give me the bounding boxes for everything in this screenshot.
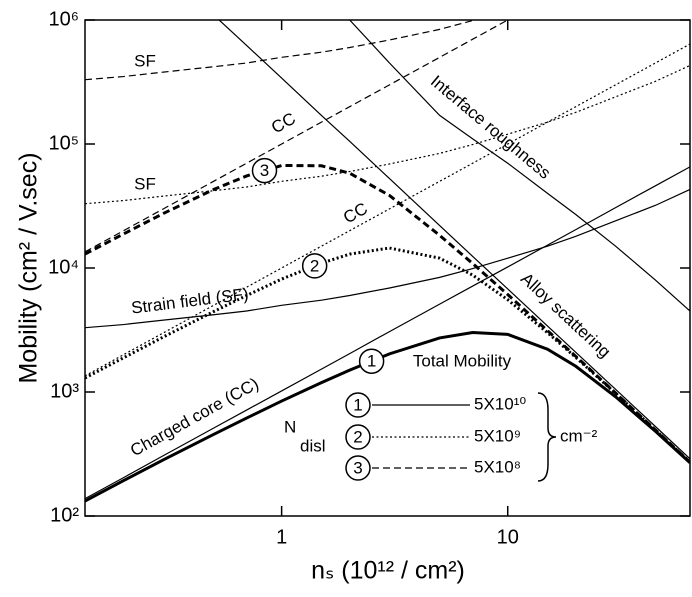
curve-marker: 2 <box>310 256 319 275</box>
curve-label: Total Mobility <box>413 351 512 370</box>
series-line <box>85 64 690 205</box>
curve-label: CC <box>340 199 371 228</box>
x-tick-label: 1 <box>276 526 287 548</box>
series-line <box>85 43 690 377</box>
curve-marker-circle <box>251 157 278 184</box>
curve-marker-circle <box>301 253 328 279</box>
legend-title-sub: disl <box>300 436 326 455</box>
legend-title: N <box>284 417 296 436</box>
legend-marker: 1 <box>353 395 362 414</box>
x-tick-label: 10 <box>497 526 519 548</box>
legend-text: 5X10¹⁰ <box>474 394 526 413</box>
legend-marker: 2 <box>353 427 362 446</box>
curve-label: SF <box>134 51 156 70</box>
y-tick-label: 10⁴ <box>48 256 79 278</box>
legend-marker: 3 <box>353 458 362 477</box>
legend-unit: cm⁻² <box>560 426 598 445</box>
series-line <box>85 330 690 503</box>
series-line <box>85 188 690 329</box>
legend-text: 5X10⁸ <box>474 457 521 476</box>
legend-brace <box>537 392 557 482</box>
x-axis-title: nₛ (10¹² / cm²) <box>311 557 465 585</box>
legend-marker-circle <box>345 424 371 450</box>
series-line <box>218 20 690 460</box>
series-line <box>348 20 690 312</box>
series-line <box>85 20 509 253</box>
y-tick-label: 10³ <box>50 380 79 402</box>
series-line <box>85 20 477 81</box>
legend-marker-circle <box>345 455 371 481</box>
legend-marker-circle <box>345 392 371 418</box>
curves <box>85 20 690 503</box>
y-tick-label: 10² <box>50 504 79 526</box>
series-line <box>85 163 690 464</box>
curve-label: CC <box>268 109 299 138</box>
legend-text: 5X10⁹ <box>474 426 521 445</box>
curve-label: Interface roughness <box>427 72 554 183</box>
curve-marker-circle <box>358 348 385 374</box>
curve-marker: 1 <box>367 352 376 371</box>
curve-label: SF <box>134 174 156 193</box>
y-tick-label: 10⁵ <box>48 132 79 154</box>
curve-label: Charged core (CC) <box>127 374 262 460</box>
y-tick-label: 10⁶ <box>49 8 79 30</box>
curve-marker: 3 <box>260 161 269 180</box>
series-line <box>85 166 690 500</box>
y-axis-title: Mobility (cm² / V.sec) <box>15 152 43 383</box>
